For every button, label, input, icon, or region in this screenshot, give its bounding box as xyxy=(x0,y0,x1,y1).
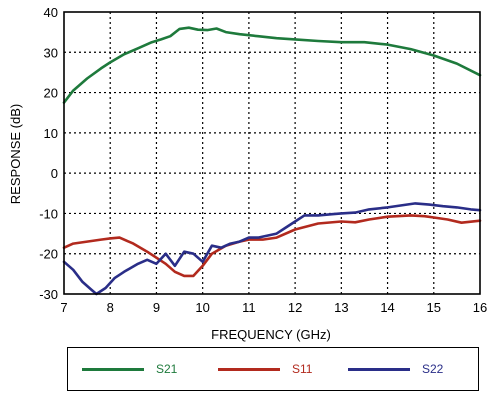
y-tick-label: -10 xyxy=(39,206,58,221)
x-tick-label: 10 xyxy=(195,300,209,315)
chart: 7 8 9 10 11 12 13 14 15 16 -30 -20 -10 0 10 20 30 40 FREQ… xyxy=(8,5,487,342)
x-tick-label: 9 xyxy=(153,300,160,315)
plot-frame xyxy=(63,11,481,295)
legend-item-s11: S11 xyxy=(218,348,312,390)
x-tick-label: 15 xyxy=(427,300,441,315)
x-tick-label: 7 xyxy=(60,300,67,315)
series-line-s22 xyxy=(62,202,482,296)
legend-label-s22: S22 xyxy=(422,362,444,376)
series-line-s21 xyxy=(62,26,482,104)
x-tick-label: 14 xyxy=(380,300,394,315)
legend-item-s22: S22 xyxy=(348,348,443,390)
legend-swatch-s22 xyxy=(348,367,410,371)
legend-item-s21: S21 xyxy=(82,348,177,390)
x-tick-label: 11 xyxy=(242,300,256,315)
x-tick-label: 13 xyxy=(334,300,348,315)
grid xyxy=(64,12,480,294)
y-axis-label: RESPONSE (dB) xyxy=(8,104,23,204)
y-tick-label: 10 xyxy=(44,126,58,141)
legend-swatch-s11 xyxy=(218,367,280,371)
x-tick-label: 8 xyxy=(107,300,114,315)
y-tick-label: 30 xyxy=(44,45,58,60)
y-tick-label: -30 xyxy=(39,287,58,302)
tick-labels: 7 8 9 10 11 12 13 14 15 16 -30 -20 -10 0 10 20 30 40 xyxy=(39,5,487,315)
legend-label-s11: S11 xyxy=(292,362,313,376)
y-tick-label: -20 xyxy=(39,247,58,262)
x-tick-label: 16 xyxy=(473,300,487,315)
series-lines xyxy=(62,26,482,296)
legend-label-s21: S21 xyxy=(156,362,178,376)
y-tick-label: 40 xyxy=(44,5,58,20)
x-tick-label: 12 xyxy=(288,300,302,315)
x-axis-label: FREQUENCY (GHz) xyxy=(211,327,331,342)
series-line-s11 xyxy=(62,214,482,278)
legend: S21 S11 S22 xyxy=(67,347,479,391)
y-tick-label: 20 xyxy=(44,86,58,101)
y-tick-label: 0 xyxy=(51,166,58,181)
legend-swatch-s21 xyxy=(82,367,144,371)
